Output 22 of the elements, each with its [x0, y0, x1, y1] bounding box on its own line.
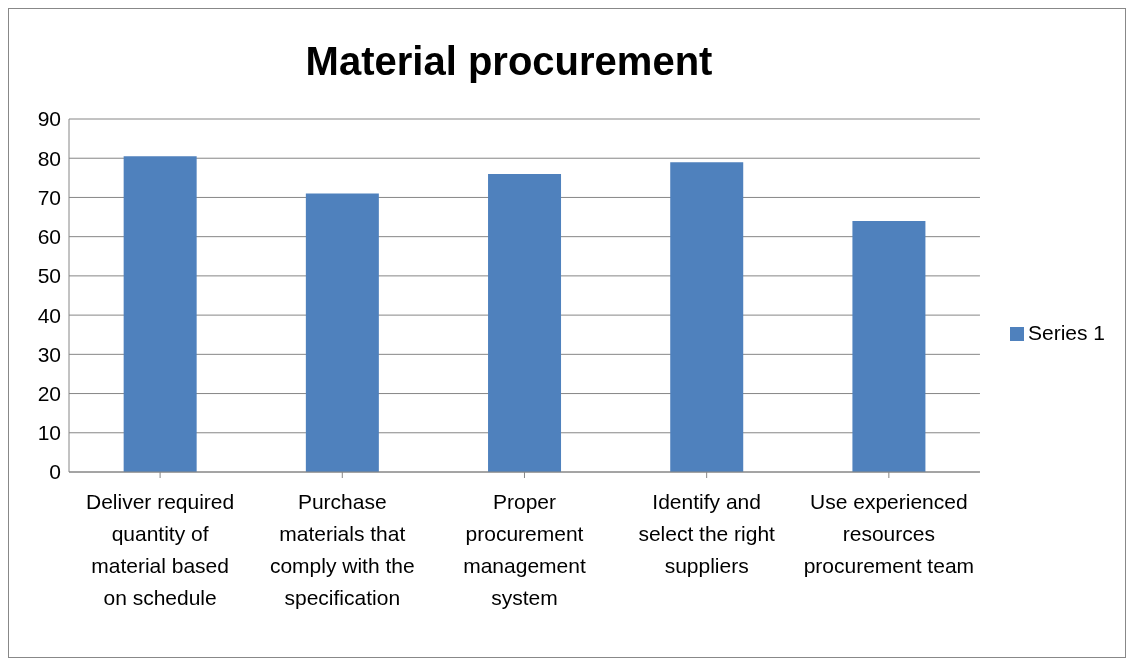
legend-label: Series 1 [1027, 321, 1105, 344]
y-tick-label: 0 [49, 460, 61, 484]
bar [670, 162, 744, 472]
y-tick-label: 30 [37, 342, 61, 366]
y-tick-label: 60 [37, 225, 61, 249]
y-tick-label: 50 [37, 264, 61, 288]
x-tick-label: Use experienced resources procurement team [803, 490, 975, 577]
bar [852, 220, 926, 472]
x-tick-label: Identify and select the right suppliers [638, 490, 776, 577]
bar [123, 156, 197, 472]
x-tick-label: Deliver required quantity of material based on schedule [85, 490, 235, 609]
y-tick-label: 80 [37, 146, 61, 170]
x-tick-label: Proper procurement management system [463, 490, 586, 609]
bar [305, 193, 379, 472]
y-tick-label: 20 [37, 382, 61, 406]
y-tick-label: 70 [37, 185, 61, 209]
bar [488, 173, 562, 472]
y-tick-label: 10 [37, 421, 61, 445]
chart-title: Material procurement [304, 39, 714, 84]
y-tick-label: 40 [37, 303, 61, 327]
y-tick-label: 90 [37, 107, 61, 131]
x-tick-label: Purchase materials that comply with the specification [269, 490, 415, 609]
